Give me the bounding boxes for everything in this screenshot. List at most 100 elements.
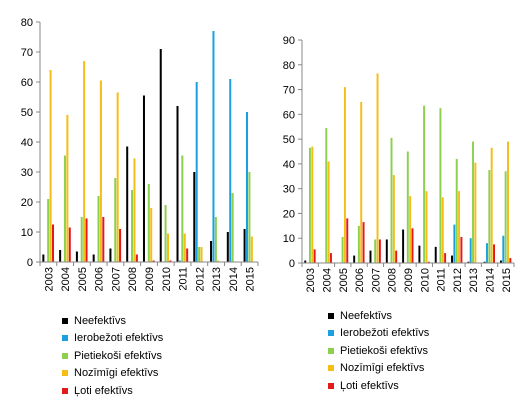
y-tick-label: 90 bbox=[283, 35, 295, 47]
legend-swatch bbox=[62, 335, 68, 342]
bar bbox=[147, 184, 150, 262]
bar bbox=[490, 147, 493, 263]
bar bbox=[183, 233, 186, 262]
bar bbox=[499, 260, 502, 263]
bar bbox=[507, 141, 509, 263]
legend-item: Neefektīvs bbox=[328, 307, 429, 325]
y-tick-label: 40 bbox=[283, 159, 295, 171]
bar bbox=[229, 79, 232, 262]
x-tick-label: 2013 bbox=[468, 268, 480, 292]
bar bbox=[133, 158, 136, 262]
y-tick-label: 50 bbox=[283, 134, 295, 146]
bar bbox=[52, 224, 55, 262]
bar bbox=[467, 261, 470, 263]
x-tick-label: 2014 bbox=[228, 267, 240, 291]
bar bbox=[131, 190, 134, 262]
bar bbox=[360, 101, 363, 263]
bar bbox=[472, 141, 475, 263]
bar bbox=[68, 227, 71, 262]
bar bbox=[453, 224, 456, 263]
legend-item: Ierobežoti efektīvs bbox=[328, 325, 429, 343]
legend-swatch bbox=[328, 330, 334, 337]
x-tick-label: 2014 bbox=[485, 268, 497, 292]
bar bbox=[85, 218, 88, 262]
bar bbox=[329, 253, 332, 263]
bar bbox=[343, 87, 346, 263]
bar bbox=[142, 95, 145, 262]
bar bbox=[488, 170, 491, 263]
bar bbox=[409, 196, 412, 263]
bar bbox=[469, 238, 472, 263]
bar bbox=[441, 197, 444, 263]
legend-swatch bbox=[328, 347, 334, 354]
bar bbox=[362, 222, 365, 263]
y-tick-label: 80 bbox=[21, 17, 33, 29]
legend-item: Ļoti efektīvs bbox=[62, 382, 163, 400]
y-tick-label: 0 bbox=[27, 257, 33, 269]
x-tick-label: 2009 bbox=[144, 267, 156, 291]
bar bbox=[176, 106, 179, 262]
bar bbox=[378, 239, 381, 263]
legend-label: Ļoti efektīvs bbox=[340, 379, 399, 392]
bar bbox=[369, 250, 372, 263]
legend-label: Ļoti efektīvs bbox=[74, 384, 133, 397]
y-tick-label: 30 bbox=[283, 184, 295, 196]
bar bbox=[325, 127, 328, 263]
y-tick-label: 10 bbox=[283, 233, 295, 245]
bar bbox=[159, 49, 162, 262]
bar bbox=[217, 260, 220, 262]
x-tick-label: 2010 bbox=[419, 268, 431, 292]
legend-item: Pietiekoši efektīvs bbox=[62, 347, 163, 365]
bar bbox=[198, 247, 201, 262]
bar bbox=[439, 108, 442, 263]
x-tick-label: 2009 bbox=[403, 268, 415, 292]
y-tick-label: 40 bbox=[21, 137, 33, 149]
bar bbox=[47, 199, 50, 262]
bar bbox=[327, 161, 330, 263]
x-tick-label: 2010 bbox=[161, 267, 173, 291]
legend-item: Neefektīvs bbox=[62, 312, 163, 330]
y-tick-label: 0 bbox=[289, 258, 295, 270]
y-tick-label: 60 bbox=[21, 77, 33, 89]
bar bbox=[75, 251, 78, 262]
legend-item: Ļoti efektīvs bbox=[328, 377, 429, 395]
bar bbox=[444, 253, 447, 263]
bar bbox=[427, 261, 430, 263]
legend-swatch bbox=[62, 387, 68, 394]
bar bbox=[63, 155, 66, 262]
x-tick-label: 2004 bbox=[60, 267, 72, 291]
x-tick-label: 2015 bbox=[501, 268, 513, 292]
x-tick-label: 2012 bbox=[194, 267, 206, 291]
y-tick-label: 10 bbox=[21, 227, 33, 239]
bar bbox=[195, 82, 198, 262]
bar bbox=[214, 217, 217, 262]
bar bbox=[313, 249, 316, 263]
bar bbox=[152, 260, 155, 262]
y-tick-label: 50 bbox=[21, 107, 33, 119]
bar bbox=[164, 205, 167, 262]
y-tick-label: 70 bbox=[283, 85, 295, 97]
x-tick-label: 2015 bbox=[245, 267, 257, 291]
bar bbox=[374, 239, 377, 263]
bar bbox=[502, 235, 505, 263]
x-tick-label: 2012 bbox=[452, 268, 464, 292]
bar bbox=[402, 229, 405, 263]
x-tick-label: 2003 bbox=[43, 267, 55, 291]
bar bbox=[357, 225, 360, 263]
bar bbox=[80, 217, 83, 262]
bar bbox=[308, 147, 311, 263]
bar bbox=[49, 70, 52, 262]
legend-label: Pietiekoši efektīvs bbox=[74, 349, 163, 362]
bar bbox=[169, 260, 172, 262]
y-tick-label: 70 bbox=[21, 47, 33, 59]
legend-swatch bbox=[62, 317, 68, 324]
legend-label: Ierobežoti efektīvs bbox=[340, 327, 430, 340]
bar bbox=[126, 146, 129, 262]
x-tick-label: 2004 bbox=[321, 268, 333, 292]
bar bbox=[250, 236, 253, 262]
x-tick-label: 2013 bbox=[211, 267, 223, 291]
bar bbox=[304, 260, 307, 263]
bar bbox=[311, 146, 314, 263]
legend-swatch bbox=[328, 365, 334, 372]
